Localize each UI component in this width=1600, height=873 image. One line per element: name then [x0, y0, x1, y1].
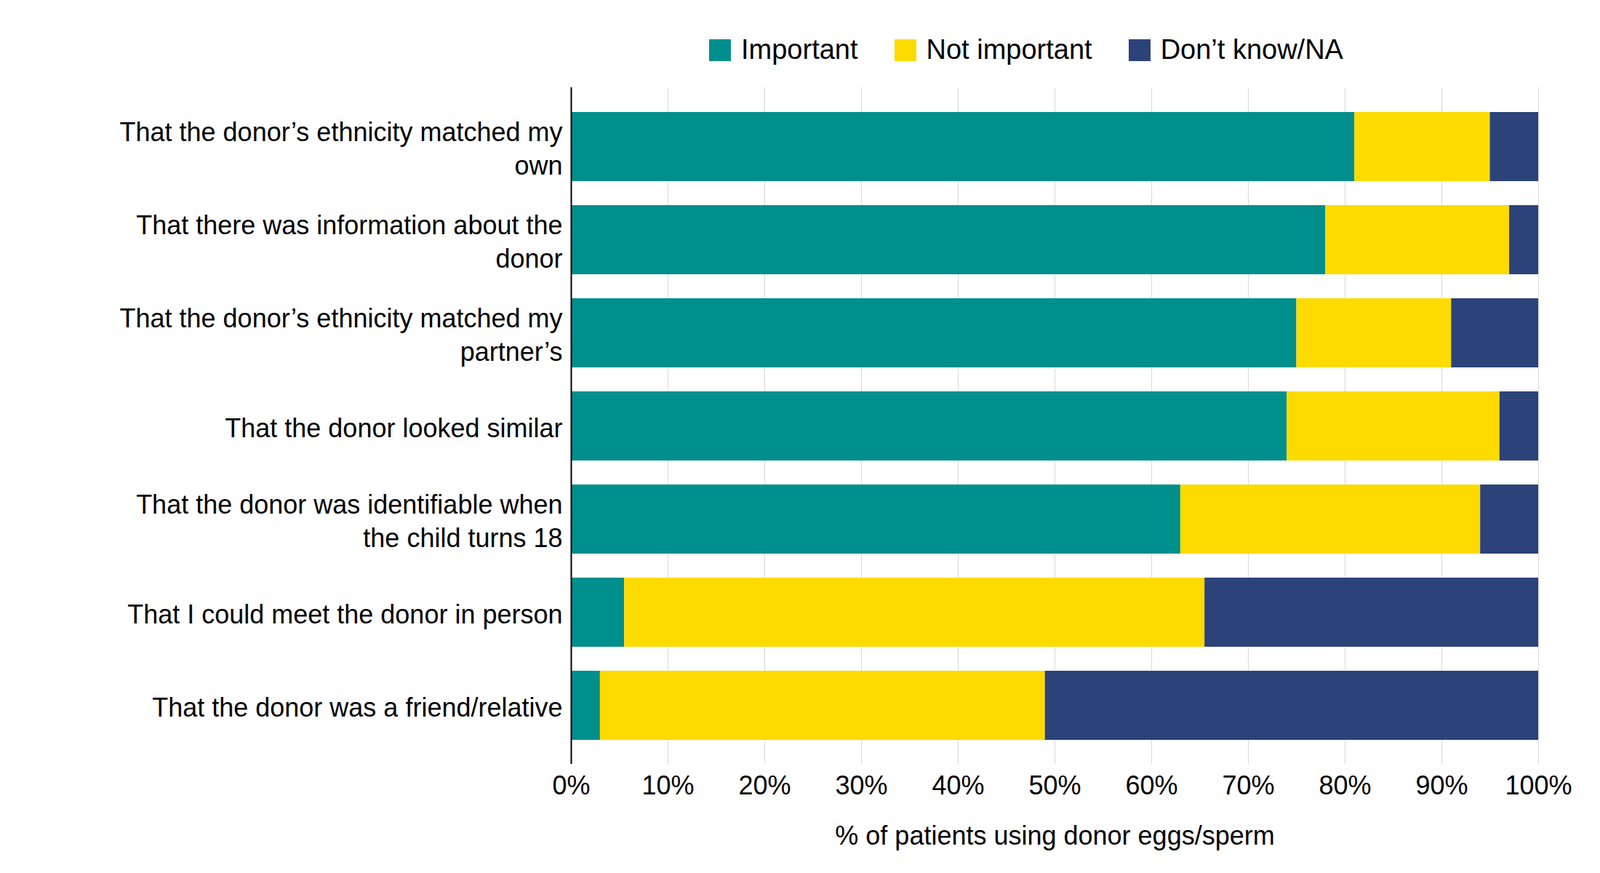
svg-text:70%: 70% [1221, 770, 1275, 800]
svg-text:30%: 30% [834, 770, 888, 800]
svg-text:That there was information abo: That there was information about thedono… [136, 210, 563, 275]
svg-text:10%: 10% [641, 770, 694, 800]
svg-text:That I could meet the donor in: That I could meet the donor in person [127, 599, 563, 630]
svg-text:That the donor’s ethnicity mat: That the donor’s ethnicity matched mypar… [120, 303, 563, 368]
svg-text:90%: 90% [1415, 770, 1468, 800]
svg-text:That the donor’s ethnicity mat: That the donor’s ethnicity matched myown [120, 117, 563, 182]
svg-text:20%: 20% [738, 770, 791, 800]
svg-text:That the donor was a friend/re: That the donor was a friend/relative [152, 692, 563, 723]
svg-text:40%: 40% [931, 770, 984, 800]
html-text:Don’t know/NA: Don’t know/NA [1160, 34, 1344, 65]
html-text:Important: Important [741, 34, 858, 65]
svg-text:50%: 50% [1028, 770, 1081, 800]
svg-text:80%: 80% [1318, 770, 1371, 800]
svg-text:0%: 0% [552, 770, 590, 800]
svg-text:% of patients using donor eggs: % of patients using donor eggs/sperm [834, 820, 1275, 851]
svg-text:60%: 60% [1125, 770, 1178, 800]
svg-text:That the donor looked similar: That the donor looked similar [224, 413, 563, 443]
html-text:Not important: Not important [926, 34, 1093, 65]
svg-text:100%: 100% [1504, 770, 1572, 800]
svg-text:That the donor was identifiabl: That the donor was identifiable whenthe … [136, 489, 563, 554]
